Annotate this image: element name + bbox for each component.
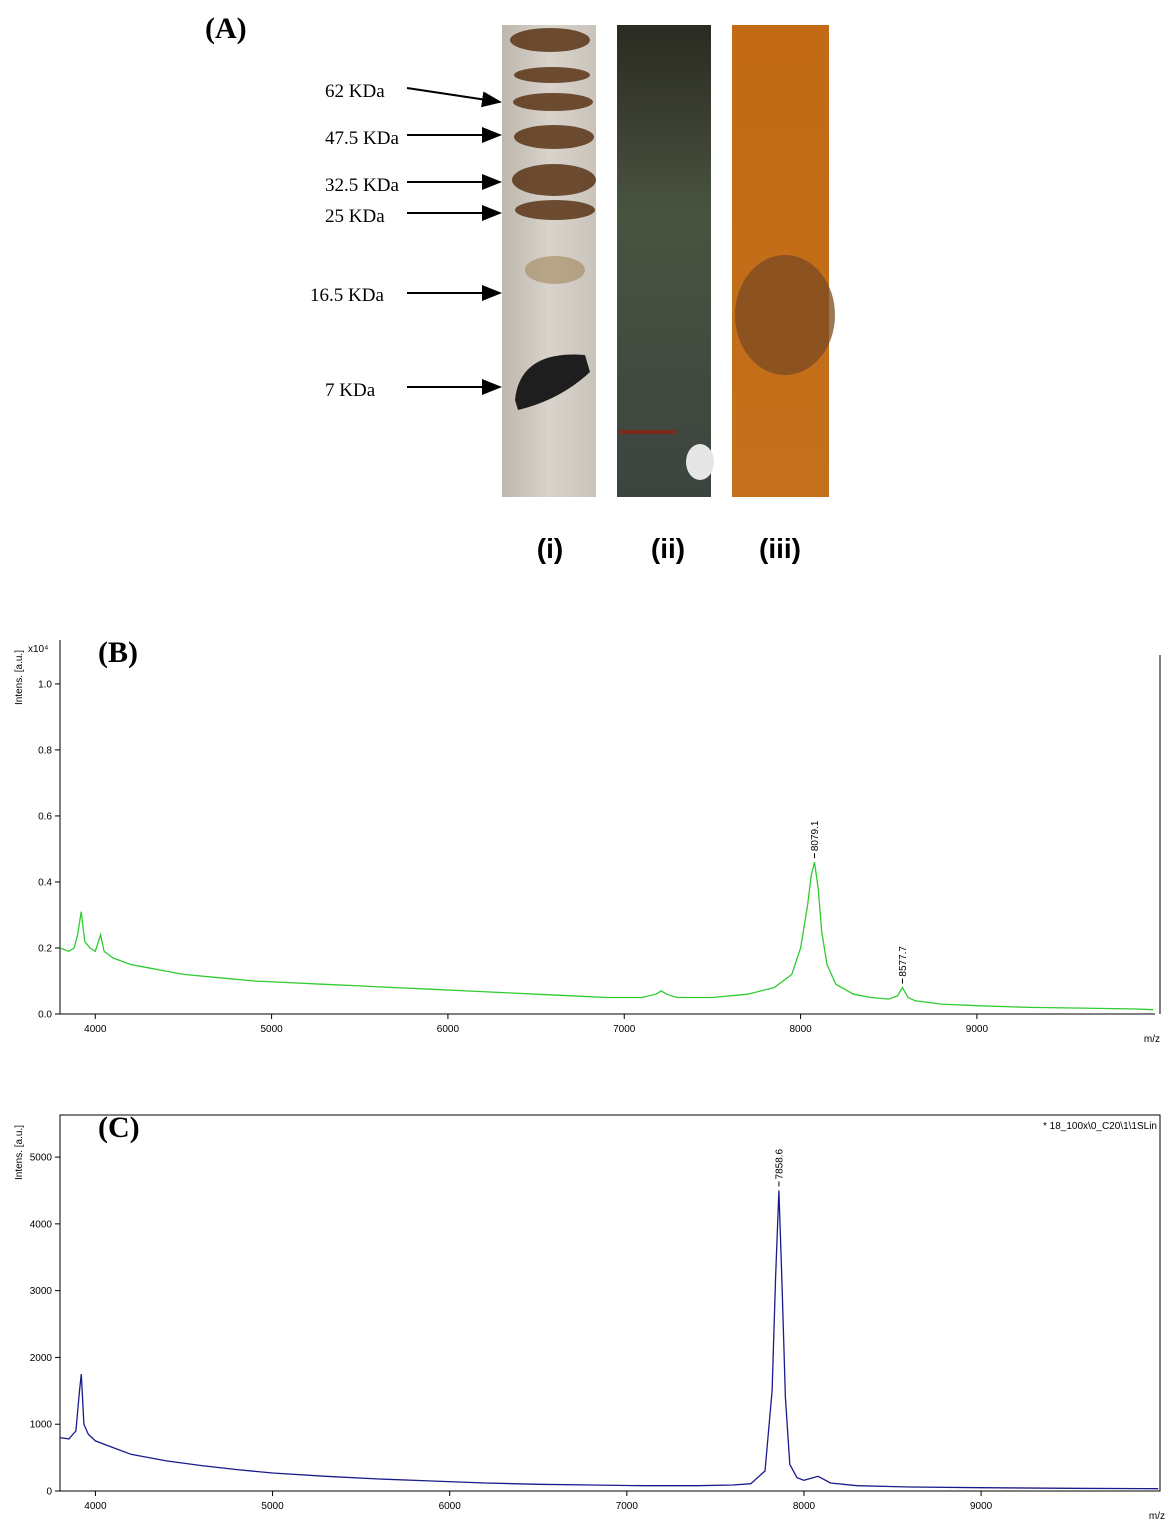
- gel-bands: [510, 28, 596, 284]
- lane-label: (iii): [759, 533, 801, 564]
- marker-arrows: [406, 87, 502, 395]
- annotation-label: 8079.1: [810, 820, 821, 851]
- spectrum-line: [59, 1190, 1159, 1490]
- x-tick-label: 9000: [966, 1024, 989, 1035]
- marker-label: 7 KDa: [325, 380, 376, 401]
- x-tick-label: 7000: [613, 1024, 636, 1035]
- y-tick-label: 1000: [30, 1420, 53, 1431]
- x-axis-label: m/z: [1144, 1034, 1160, 1045]
- panel-title: (C): [98, 1111, 140, 1144]
- panel-a: (A) 62 KDa 47.5 KDa 32.5 KDa 25 KDa 16.5…: [205, 12, 835, 564]
- panel-label: (A): [205, 12, 247, 45]
- gel-band: [620, 430, 675, 434]
- y-axis-label: Intens. [a.u.]: [14, 650, 25, 705]
- x-tick-label: 6000: [439, 1501, 462, 1512]
- y-tick-label: 0.0: [38, 1010, 52, 1021]
- marker-labels: 62 KDa 47.5 KDa 32.5 KDa 25 KDa 16.5 KDa…: [310, 81, 399, 401]
- x-tick-label: 5000: [260, 1024, 283, 1035]
- y-tick-label: 1.0: [38, 679, 52, 690]
- x-axis-label: m/z: [1149, 1511, 1165, 1520]
- y-tick-label: 0.2: [38, 943, 52, 954]
- x-tick-label: 7000: [616, 1501, 639, 1512]
- x-tick-label: 8000: [789, 1024, 812, 1035]
- plot-frame: [59, 1114, 1161, 1492]
- y-tick-label: 4000: [30, 1219, 53, 1230]
- y-tick-label: 0.4: [38, 877, 52, 888]
- gel-zone: [735, 255, 835, 375]
- x-tick-label: 9000: [970, 1501, 993, 1512]
- gel-spot: [686, 444, 714, 480]
- y-scale-label: x10⁴: [28, 644, 48, 655]
- spectrum-line: [59, 862, 1154, 1011]
- annotation-label: 8577.7: [898, 946, 909, 977]
- legend-text: * 18_100x\0_C20\1\1SLin: [1043, 1121, 1157, 1132]
- panel-title: (B): [98, 636, 138, 669]
- x-tick-label: 5000: [261, 1501, 284, 1512]
- gel-band-dark: [515, 354, 590, 410]
- marker-label: 32.5 KDa: [325, 175, 399, 196]
- lane-label: (i): [537, 533, 563, 564]
- marker-label: 47.5 KDa: [325, 128, 399, 149]
- y-tick-label: 0.8: [38, 745, 52, 756]
- marker-label: 25 KDa: [325, 206, 385, 227]
- y-axis-label: Intens. [a.u.]: [14, 1125, 25, 1180]
- y-tick-label: 5000: [30, 1153, 53, 1164]
- x-tick-label: 8000: [793, 1501, 816, 1512]
- annotation-label: 7858.6: [774, 1148, 785, 1179]
- y-tick-label: 0: [46, 1487, 52, 1498]
- marker-label: 62 KDa: [325, 81, 385, 102]
- x-tick-label: 4000: [84, 1024, 107, 1035]
- lane-label: (ii): [651, 533, 685, 564]
- x-tick-label: 6000: [437, 1024, 460, 1035]
- y-tick-label: 2000: [30, 1353, 53, 1364]
- marker-label: 16.5 KDa: [310, 285, 384, 306]
- x-tick-label: 4000: [84, 1501, 107, 1512]
- gel-lane: [617, 25, 711, 497]
- y-tick-label: 0.6: [38, 811, 52, 822]
- y-tick-label: 3000: [30, 1286, 53, 1297]
